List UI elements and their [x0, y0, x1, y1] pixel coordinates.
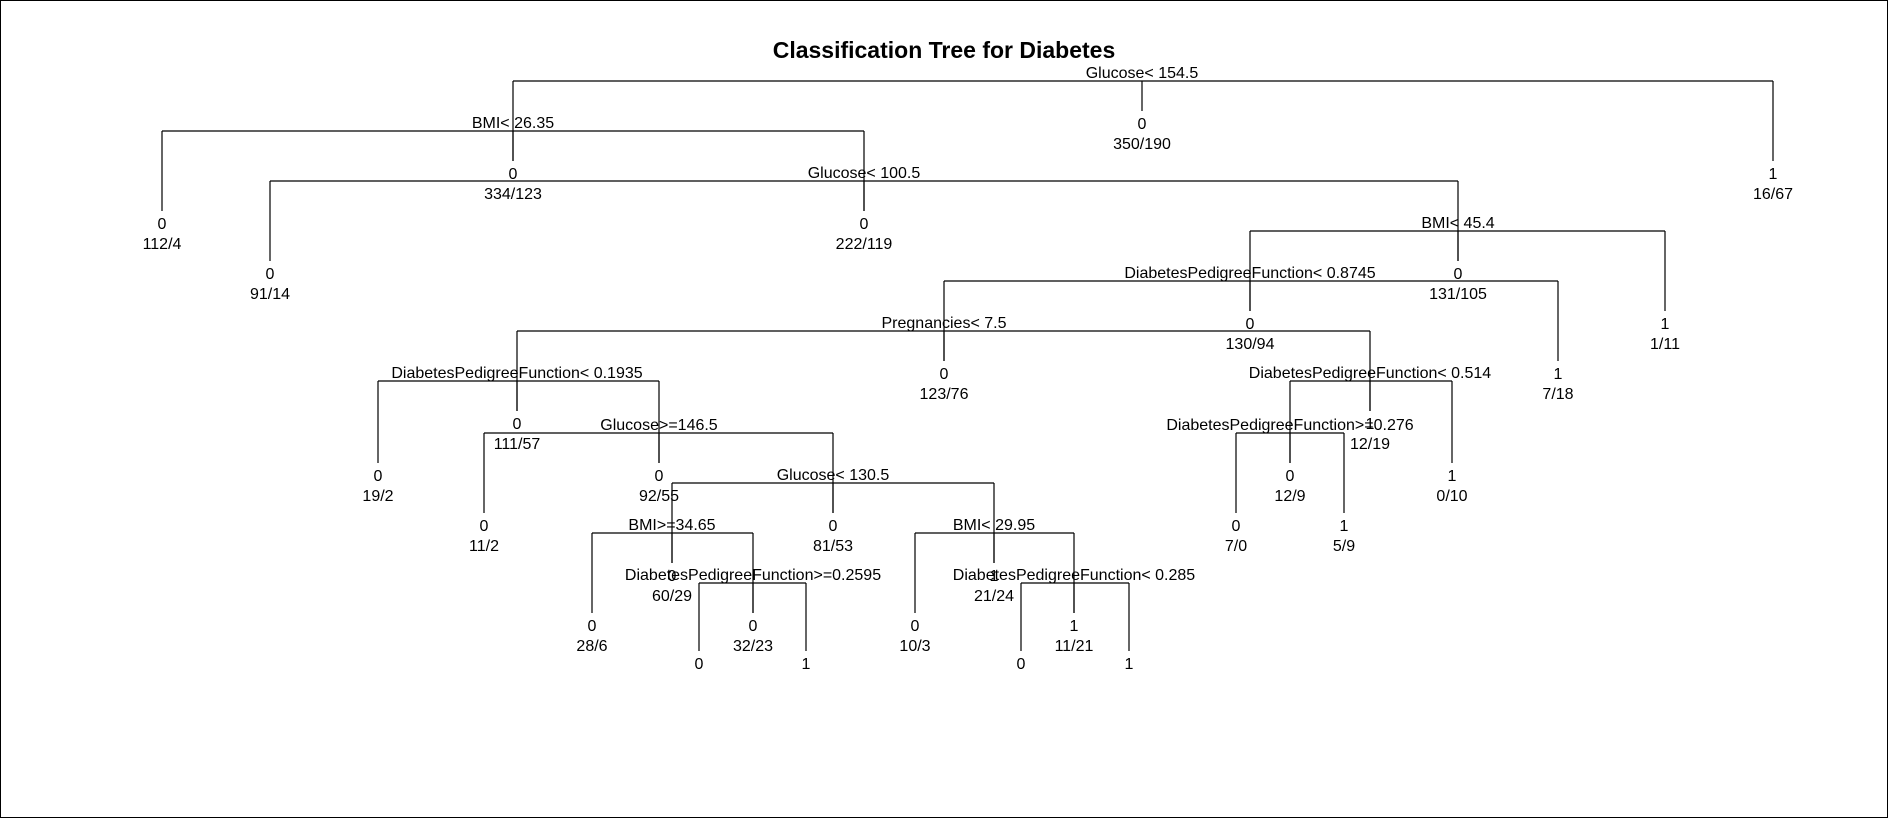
node-counts-label: 12/9 — [1274, 488, 1305, 505]
node-counts-label: 12/19 — [1350, 436, 1390, 453]
node-counts-label: 112/4 — [143, 236, 182, 253]
node-counts-label: 0/10 — [1436, 488, 1467, 505]
node-class-label: 0 — [940, 366, 949, 383]
node-class-label: 0 — [749, 618, 758, 635]
node-class-label: 0 — [1232, 518, 1241, 535]
node-class-label: 0 — [1138, 116, 1147, 133]
node-counts-label: 19/2 — [362, 488, 393, 505]
node-class-label: 0 — [829, 518, 838, 535]
node-counts-label: 16/67 — [1753, 186, 1793, 203]
node-class-label: 0 — [509, 166, 518, 183]
node-class-label: 0 — [1286, 468, 1295, 485]
node-class-label: 1 — [1125, 656, 1134, 673]
node-split-label: Glucose< 100.5 — [808, 165, 921, 182]
node-split-label: BMI< 26.35 — [472, 115, 554, 132]
node-class-label: 0 — [480, 518, 489, 535]
node-split-label: DiabetesPedigreeFunction>=0.2595 — [625, 567, 881, 584]
node-counts-label: 130/94 — [1226, 336, 1275, 353]
node-class-label: 0 — [1246, 316, 1255, 333]
node-counts-label: 81/53 — [813, 538, 853, 555]
node-class-label: 0 — [911, 618, 920, 635]
node-split-label: DiabetesPedigreeFunction< 0.285 — [953, 567, 1195, 584]
node-class-label: 0 — [158, 216, 167, 233]
node-split-label: DiabetesPedigreeFunction>=0.276 — [1166, 417, 1413, 434]
node-split-label: Glucose>=146.5 — [600, 417, 718, 434]
node-class-label: 1 — [1340, 518, 1349, 535]
node-class-label: 1 — [1448, 468, 1457, 485]
node-split-label: Glucose< 130.5 — [777, 467, 890, 484]
node-class-label: 0 — [655, 468, 664, 485]
node-class-label: 0 — [860, 216, 869, 233]
node-class-label: 0 — [374, 468, 383, 485]
node-counts-label: 91/14 — [250, 286, 290, 303]
node-class-label: 1 — [1070, 618, 1079, 635]
node-counts-label: 350/190 — [1113, 136, 1171, 153]
node-split-label: Pregnancies< 7.5 — [882, 315, 1007, 332]
node-split-label: BMI< 45.4 — [1421, 215, 1494, 232]
page-title: Classification Tree for Diabetes — [772, 37, 1116, 63]
node-class-label: 0 — [1454, 266, 1463, 283]
node-split-label: Glucose< 154.5 — [1086, 65, 1199, 82]
node-class-label: 0 — [668, 568, 677, 585]
node-split-label: BMI< 29.95 — [953, 517, 1035, 534]
node-counts-label: 92/55 — [639, 488, 679, 505]
node-counts-label: 1/11 — [1650, 336, 1680, 353]
node-counts-label: 131/105 — [1429, 286, 1487, 303]
node-counts-label: 11/2 — [469, 538, 499, 555]
node-class-label: 1 — [802, 656, 811, 673]
node-counts-label: 334/123 — [484, 186, 542, 203]
node-counts-label: 10/3 — [899, 638, 930, 655]
node-class-label: 1 — [1554, 366, 1563, 383]
node-class-label: 0 — [266, 266, 275, 283]
node-counts-label: 7/0 — [1225, 538, 1247, 555]
node-counts-label: 11/21 — [1055, 638, 1094, 655]
node-counts-label: 60/29 — [652, 588, 692, 605]
node-class-label: 0 — [513, 416, 522, 433]
node-class-label: 0 — [695, 656, 704, 673]
node-split-label: DiabetesPedigreeFunction< 0.1935 — [391, 365, 642, 382]
node-counts-label: 111/57 — [494, 436, 541, 453]
node-counts-label: 5/9 — [1333, 538, 1355, 555]
node-class-label: 1 — [1661, 316, 1670, 333]
node-counts-label: 28/6 — [576, 638, 607, 655]
node-counts-label: 32/23 — [733, 638, 773, 655]
node-counts-label: 21/24 — [974, 588, 1014, 605]
node-split-label: DiabetesPedigreeFunction< 0.8745 — [1124, 265, 1375, 282]
node-split-label: DiabetesPedigreeFunction< 0.514 — [1249, 365, 1491, 382]
node-counts-label: 7/18 — [1542, 386, 1573, 403]
node-class-label: 0 — [1017, 656, 1026, 673]
node-class-label: 1 — [1366, 416, 1375, 433]
node-counts-label: 222/119 — [836, 236, 893, 253]
node-class-label: 1 — [990, 568, 999, 585]
node-class-label: 0 — [588, 618, 597, 635]
node-counts-label: 123/76 — [920, 386, 969, 403]
node-split-label: BMI>=34.65 — [628, 517, 715, 534]
node-class-label: 1 — [1769, 166, 1778, 183]
